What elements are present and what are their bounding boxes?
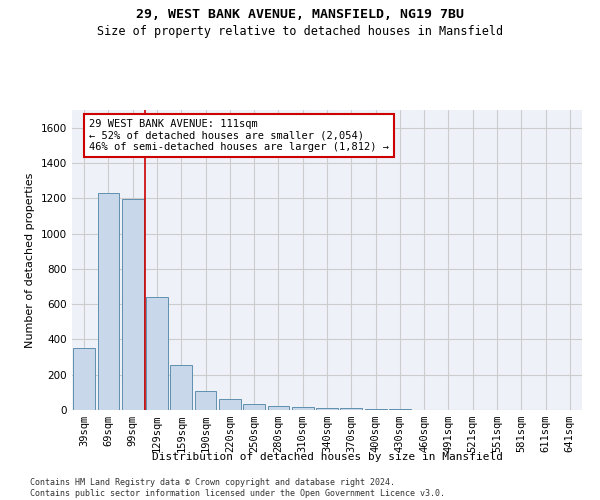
Bar [97,193,119,410]
Text: Distribution of detached houses by size in Mansfield: Distribution of detached houses by size … [151,452,503,462]
Text: Size of property relative to detached houses in Mansfield: Size of property relative to detached ho… [97,25,503,38]
Bar [122,199,143,410]
Text: 29, WEST BANK AVENUE, MANSFIELD, NG19 7BU: 29, WEST BANK AVENUE, MANSFIELD, NG19 7B… [136,8,464,20]
Text: Contains HM Land Registry data © Crown copyright and database right 2024.
Contai: Contains HM Land Registry data © Crown c… [30,478,445,498]
Bar [243,404,265,410]
Bar [146,297,168,410]
Bar [365,409,386,410]
Text: 29 WEST BANK AVENUE: 111sqm
← 52% of detached houses are smaller (2,054)
46% of : 29 WEST BANK AVENUE: 111sqm ← 52% of det… [89,119,389,152]
Bar [268,406,289,410]
Y-axis label: Number of detached properties: Number of detached properties [25,172,35,348]
Bar [340,408,362,410]
Bar [73,348,95,410]
Bar [194,390,217,410]
Bar [316,408,338,410]
Bar [292,408,314,410]
Bar [219,398,241,410]
Bar [170,365,192,410]
